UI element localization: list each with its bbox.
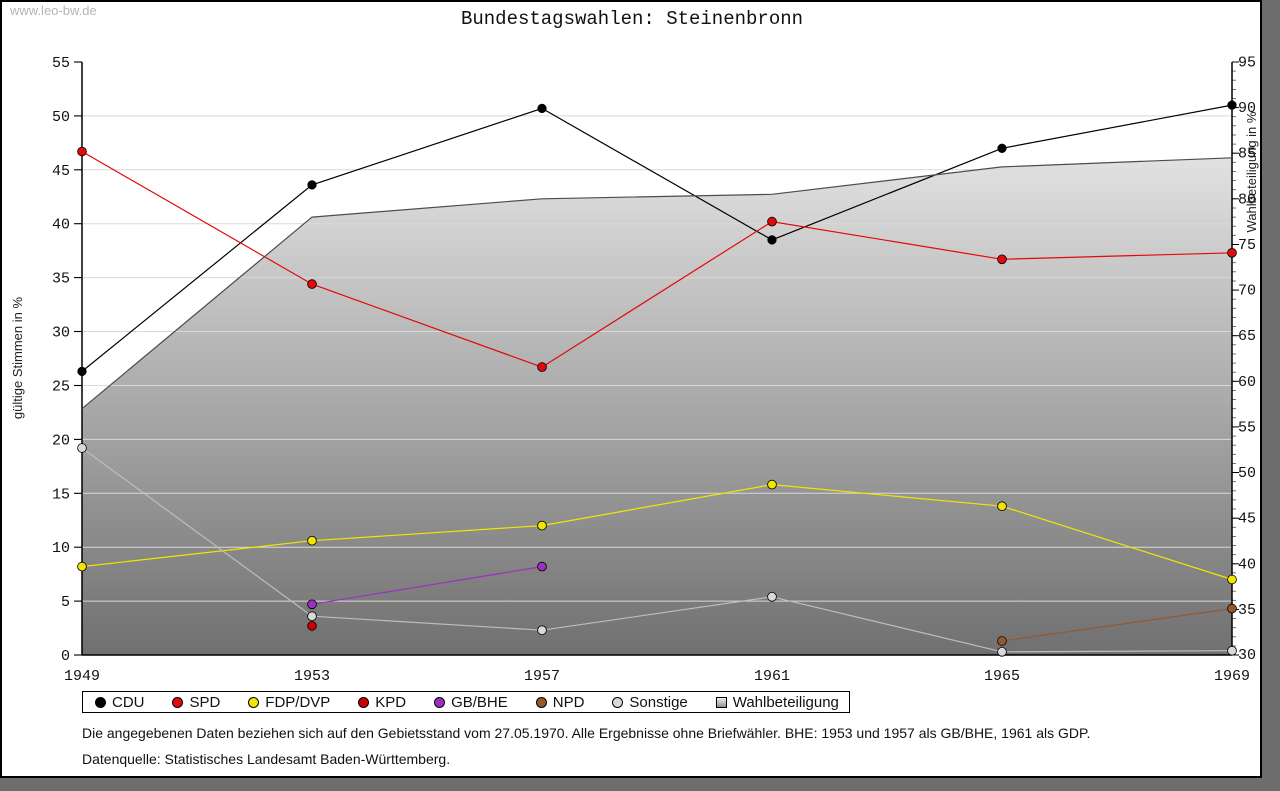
svg-text:1965: 1965 <box>984 668 1020 685</box>
svg-text:1953: 1953 <box>294 668 330 685</box>
svg-text:25: 25 <box>52 379 70 396</box>
svg-text:30: 30 <box>1238 647 1256 664</box>
svg-text:1961: 1961 <box>754 668 790 685</box>
svg-text:15: 15 <box>52 486 70 503</box>
svg-text:30: 30 <box>52 325 70 342</box>
svg-text:10: 10 <box>52 540 70 557</box>
svg-text:45: 45 <box>52 163 70 180</box>
svg-text:60: 60 <box>1238 374 1256 391</box>
svg-text:45: 45 <box>1238 511 1256 528</box>
svg-text:75: 75 <box>1238 237 1256 254</box>
svg-text:1949: 1949 <box>64 668 100 685</box>
svg-text:65: 65 <box>1238 328 1256 345</box>
svg-text:35: 35 <box>1238 602 1256 619</box>
svg-text:40: 40 <box>52 217 70 234</box>
svg-text:50: 50 <box>52 109 70 126</box>
svg-text:Wahlbeteiligung in %: Wahlbeteiligung in % <box>1244 111 1259 232</box>
svg-text:55: 55 <box>1238 419 1256 436</box>
svg-text:gültige Stimmen in %: gültige Stimmen in % <box>10 297 25 420</box>
svg-text:1969: 1969 <box>1214 668 1250 685</box>
svg-text:70: 70 <box>1238 283 1256 300</box>
svg-text:1957: 1957 <box>524 668 560 685</box>
svg-text:55: 55 <box>52 55 70 72</box>
svg-text:95: 95 <box>1238 55 1256 72</box>
svg-text:35: 35 <box>52 271 70 288</box>
svg-text:20: 20 <box>52 432 70 449</box>
svg-text:50: 50 <box>1238 465 1256 482</box>
svg-text:5: 5 <box>61 594 70 611</box>
svg-text:40: 40 <box>1238 556 1256 573</box>
svg-text:0: 0 <box>61 648 70 665</box>
